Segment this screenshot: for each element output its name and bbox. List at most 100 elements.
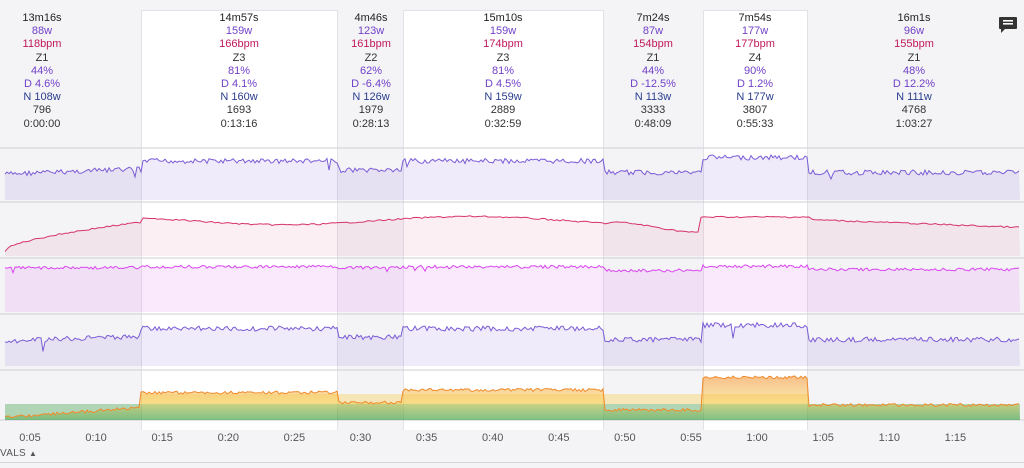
- interval-heart-rate: 166bpm: [219, 38, 259, 51]
- interval-start-time: 0:28:13: [352, 117, 390, 130]
- interval-decoupling: D 4.1%: [220, 78, 258, 91]
- divider: [0, 462, 1024, 463]
- interval-ftp-percent: 48%: [902, 64, 926, 77]
- interval-work: 3807: [742, 104, 768, 117]
- interval-normalized-power: N 113w: [634, 91, 672, 104]
- time-tick-label: 0:50: [614, 432, 636, 444]
- interval-work: 1693: [226, 104, 252, 117]
- interval-summary[interactable]: 7m24s 87w 154bpm Z1 44% D -12.5% N 113w 3333 0:4…: [583, 12, 723, 131]
- cadence-stream-line: [4, 263, 1020, 275]
- interval-zone: Z1: [646, 51, 660, 64]
- interval-power: 96w: [903, 25, 925, 38]
- power-stream-line: [4, 154, 1020, 181]
- time-tick-label: 0:05: [19, 432, 41, 444]
- interval-power: 123w: [357, 25, 385, 38]
- caret-up-icon: ▲: [29, 449, 38, 458]
- interval-work: 4768: [901, 104, 927, 117]
- interval-zone: Z2: [364, 51, 378, 64]
- intervals-toggle-label: VALS: [0, 448, 27, 459]
- time-tick-label: 0:30: [349, 432, 372, 444]
- interval-start-time: 0:55:33: [736, 117, 774, 130]
- interval-heart-rate: 154bpm: [633, 38, 673, 51]
- interval-ftp-percent: 81%: [491, 64, 515, 77]
- time-tick-label: 0:25: [283, 432, 306, 444]
- interval-duration: 4m46s: [354, 12, 388, 24]
- interval-decoupling: D 1.2%: [736, 78, 774, 91]
- interval-decoupling: D -6.4%: [351, 78, 391, 91]
- interval-power: 177w: [741, 25, 769, 38]
- interval-ftp-percent: 62%: [359, 64, 383, 77]
- heart-rate-stream-fill: [5, 215, 1020, 256]
- interval-zone: Z1: [35, 51, 49, 64]
- interval-ftp-percent: 81%: [227, 64, 251, 77]
- time-tick-label: 0:55: [680, 432, 702, 444]
- interval-summary[interactable]: 13m16s 88w 118bpm Z1 44% D 4.6% N 108w 796 0:00:…: [0, 12, 112, 131]
- zone-stream-fill: [5, 376, 1020, 420]
- interval-summary[interactable]: 16m1s 96w 155bpm Z1 48% D 12.2% N 111w 4768 1:03…: [844, 12, 984, 131]
- interval-decoupling: D 4.5%: [484, 78, 522, 91]
- interval-work: 796: [32, 104, 52, 117]
- interval-work: 3333: [640, 104, 666, 117]
- time-tick-label: 1:15: [944, 432, 967, 444]
- interval-heart-rate: 118bpm: [22, 38, 62, 51]
- interval-normalized-power: N 160w: [220, 91, 258, 104]
- interval-duration: 15m10s: [483, 12, 523, 24]
- interval-highlight[interactable]: [703, 10, 808, 430]
- interval-normalized-power: N 108w: [23, 91, 61, 104]
- interval-decoupling: D 4.6%: [23, 78, 61, 91]
- time-tick-label: 0:40: [481, 432, 504, 444]
- interval-heart-rate: 161bpm: [351, 38, 391, 51]
- interval-summary[interactable]: 15m10s 159w 174bpm Z3 81% D 4.5% N 159w 2889 0:3…: [433, 12, 573, 131]
- interval-power: 87w: [642, 25, 664, 38]
- interval-zone: Z3: [496, 51, 510, 64]
- interval-zone: Z1: [907, 51, 921, 64]
- time-tick-label: 1:05: [812, 432, 834, 444]
- interval-start-time: 1:03:27: [895, 117, 933, 130]
- interval-zone: Z4: [748, 51, 762, 64]
- interval-summary[interactable]: 7m54s 177w 177bpm Z4 90% D 1.2% N 177w 3807 0:55…: [685, 12, 825, 131]
- interval-work: 2889: [490, 104, 516, 117]
- interval-normalized-power: N 111w: [896, 91, 932, 104]
- interval-power: 159w: [225, 25, 253, 38]
- time-tick-label: 1:00: [746, 432, 768, 444]
- interval-normalized-power: N 159w: [484, 91, 522, 104]
- interval-heart-rate: 174bpm: [483, 38, 523, 51]
- interval-duration: 13m16s: [22, 12, 62, 24]
- time-tick-label: 0:35: [415, 432, 438, 444]
- interval-power: 88w: [31, 25, 53, 38]
- interval-decoupling: D 12.2%: [892, 78, 936, 91]
- zone-stream-line: [4, 375, 1020, 419]
- time-tick-label: 0:15: [151, 432, 173, 444]
- interval-highlight[interactable]: [403, 10, 604, 430]
- interval-summary[interactable]: 4m46s 123w 161bpm Z2 62% D -6.4% N 126w 1979 0:2…: [301, 12, 441, 131]
- power-smoothed-stream-fill: [5, 322, 1020, 366]
- interval-start-time: 0:32:59: [484, 117, 522, 130]
- interval-heart-rate: 177bpm: [735, 38, 775, 51]
- interval-duration: 16m1s: [897, 12, 931, 24]
- interval-summary[interactable]: 14m57s 159w 166bpm Z3 81% D 4.1% N 160w 1693 0:1…: [169, 12, 309, 131]
- power-smoothed-stream-line: [4, 320, 1020, 352]
- interval-duration: 7m54s: [738, 12, 772, 24]
- interval-zone: Z3: [232, 51, 246, 64]
- interval-decoupling: D -12.5%: [630, 78, 676, 91]
- interval-ftp-percent: 44%: [641, 64, 665, 77]
- comment-icon[interactable]: [998, 16, 1018, 34]
- time-tick-label: 1:10: [878, 432, 901, 444]
- interval-normalized-power: N 126w: [352, 91, 390, 104]
- intervals-toggle[interactable]: VALS ▲: [0, 448, 37, 459]
- interval-ftp-percent: 90%: [743, 64, 767, 77]
- interval-start-time: 0:13:16: [220, 117, 258, 130]
- interval-heart-rate: 155bpm: [894, 38, 934, 51]
- interval-start-time: 0:48:09: [634, 117, 672, 130]
- time-tick-label: 0:20: [217, 432, 240, 444]
- interval-duration: 14m57s: [219, 12, 259, 24]
- interval-normalized-power: N 177w: [736, 91, 774, 104]
- cadence-stream-fill: [5, 264, 1020, 312]
- interval-ftp-percent: 44%: [30, 64, 54, 77]
- heart-rate-stream-line: [4, 215, 1020, 252]
- time-tick-label: 0:10: [85, 432, 107, 444]
- interval-work: 1979: [358, 104, 384, 117]
- time-tick-label: 0:45: [548, 432, 570, 444]
- interval-duration: 7m24s: [636, 12, 670, 24]
